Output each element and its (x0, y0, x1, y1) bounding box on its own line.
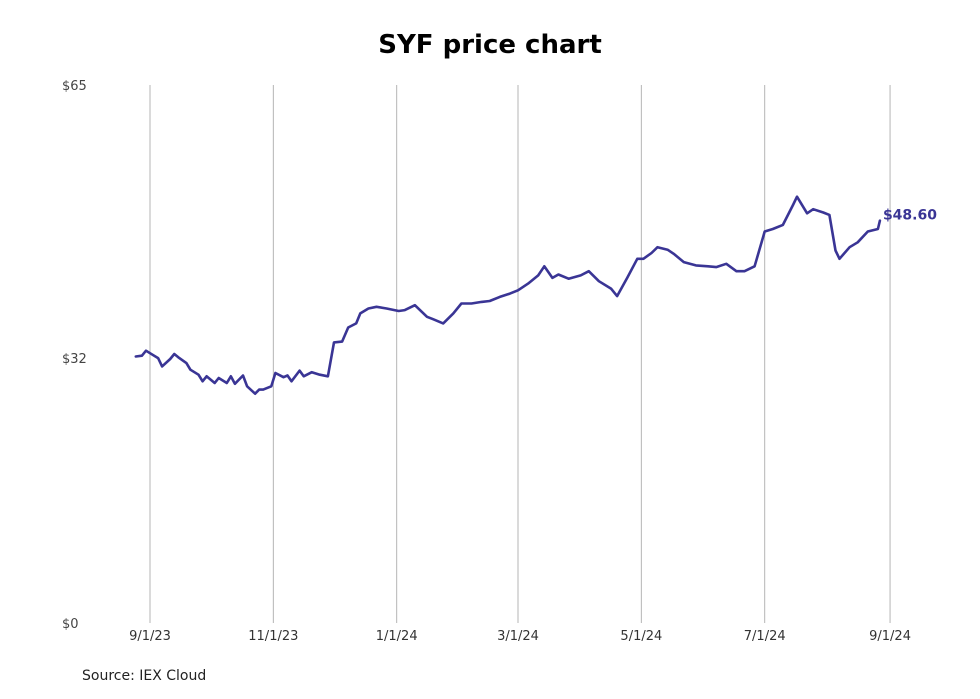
plot-area: $48.60 (134, 195, 937, 396)
price-line (134, 195, 882, 396)
x-tick-label: 5/1/24 (620, 629, 662, 644)
last-price-label: $48.60 (883, 208, 937, 224)
chart-title: SYF price chart (378, 30, 602, 60)
y-axis-labels: $0 $32 $65 (62, 79, 87, 632)
x-tick-label: 9/1/24 (869, 629, 911, 644)
y-tick-label: $0 (62, 617, 79, 632)
x-tick-label: 11/1/23 (248, 629, 298, 644)
x-tick-label: 9/1/23 (129, 629, 171, 644)
x-tick-label: 1/1/24 (376, 629, 418, 644)
y-tick-label: $65 (62, 79, 87, 94)
source-note: Source: IEX Cloud (82, 668, 207, 684)
y-tick-label: $32 (62, 352, 87, 367)
grid-lines (149, 85, 891, 623)
x-axis-labels: 9/1/23 11/1/23 1/1/24 3/1/24 5/1/24 7/1/24 9/1… (129, 629, 911, 644)
x-tick-label: 3/1/24 (497, 629, 539, 644)
x-tick-label: 7/1/24 (744, 629, 786, 644)
